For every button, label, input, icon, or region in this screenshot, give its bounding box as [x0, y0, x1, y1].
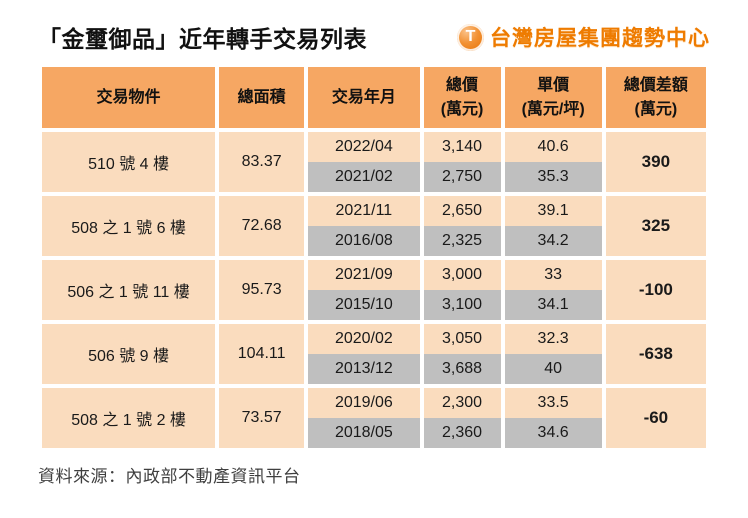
date-cell: 2022/04 — [304, 128, 424, 162]
total-price-cell: 2,325 — [419, 226, 505, 260]
date-cell: 2021/09 — [304, 256, 424, 290]
price-diff-cell: 390 — [601, 128, 711, 196]
unit-price-cell: 34.6 — [500, 418, 606, 452]
unit-price-cell: 39.1 — [500, 192, 606, 226]
area-cell: 73.57 — [215, 384, 309, 452]
property-cell: 508 之 1 號 2 樓 — [37, 384, 220, 452]
table-header-row: 交易物件 總面積 交易年月 總價 (萬元) 單價 (萬元/坪) 總價差額 (萬元) — [37, 63, 711, 132]
table-row: 2021/02 2,750 35.3 — [40, 162, 708, 196]
property-cell: 508 之 1 號 6 樓 — [37, 192, 220, 260]
date-cell: 2016/08 — [304, 226, 424, 260]
date-cell: 2013/12 — [304, 354, 424, 388]
property-cell: 506 之 1 號 11 樓 — [37, 256, 220, 324]
total-price-cell: 2,300 — [419, 384, 505, 418]
property-cell: 506 號 9 樓 — [37, 320, 220, 388]
unit-price-cell: 32.3 — [500, 320, 606, 354]
date-cell: 2015/10 — [304, 290, 424, 324]
col-header-unit-price: 單價 (萬元/坪) — [500, 63, 606, 132]
col-header-area: 總面積 — [215, 63, 309, 132]
price-diff-cell: -100 — [601, 256, 711, 324]
date-cell: 2019/06 — [304, 384, 424, 418]
price-diff-cell: -638 — [601, 320, 711, 388]
table-row: 2015/10 3,100 34.1 — [40, 290, 708, 324]
data-source-note: 資料來源：內政部不動產資訊平台 — [38, 467, 301, 486]
taiwan-housing-logo-icon: T — [457, 23, 484, 51]
col-header-date: 交易年月 — [304, 63, 424, 132]
unit-price-cell: 40.6 — [500, 128, 606, 162]
total-price-cell: 3,000 — [419, 256, 505, 290]
col-header-object: 交易物件 — [37, 63, 220, 132]
page-title: 「金璽御品」近年轉手交易列表 — [38, 26, 367, 52]
table-row: 508 之 1 號 2 樓 73.57 2019/06 2,300 33.5 -… — [37, 384, 711, 452]
unit-price-cell: 34.2 — [500, 226, 606, 260]
brand-name: 台灣房屋集團趨勢中心 — [490, 27, 710, 50]
date-cell: 2021/11 — [304, 192, 424, 226]
area-cell: 104.11 — [215, 320, 309, 388]
unit-price-cell: 35.3 — [500, 162, 606, 196]
total-price-cell: 3,050 — [419, 320, 505, 354]
table-row: 506 號 9 樓 104.11 2020/02 3,050 32.3 -638 — [37, 320, 711, 388]
date-cell: 2018/05 — [304, 418, 424, 452]
total-price-cell: 2,360 — [419, 418, 505, 452]
brand-logo: T 台灣房屋集團趨勢中心 — [457, 22, 710, 52]
date-cell: 2021/02 — [304, 162, 424, 196]
total-price-cell: 2,650 — [419, 192, 505, 226]
property-cell: 510 號 4 樓 — [37, 128, 220, 196]
transactions-table: 交易物件 總面積 交易年月 總價 (萬元) 單價 (萬元/坪) 總價差額 (萬元) 5… — [37, 63, 711, 452]
area-cell: 95.73 — [215, 256, 309, 324]
price-diff-cell: 325 — [601, 192, 711, 260]
col-header-price-diff: 總價差額 (萬元) — [601, 63, 711, 132]
total-price-cell: 3,688 — [419, 354, 505, 388]
date-cell: 2020/02 — [304, 320, 424, 354]
header-bar: 「金璽御品」近年轉手交易列表 T 台灣房屋集團趨勢中心 — [0, 0, 748, 63]
unit-price-cell: 40 — [500, 354, 606, 388]
table-row: 508 之 1 號 6 樓 72.68 2021/11 2,650 39.1 3… — [37, 192, 711, 260]
table-row: 2013/12 3,688 40 — [40, 354, 708, 388]
total-price-cell: 3,100 — [419, 290, 505, 324]
area-cell: 72.68 — [215, 192, 309, 260]
table-container: 交易物件 總面積 交易年月 總價 (萬元) 單價 (萬元/坪) 總價差額 (萬元) 5… — [0, 63, 748, 452]
unit-price-cell: 34.1 — [500, 290, 606, 324]
unit-price-cell: 33.5 — [500, 384, 606, 418]
table-row: 510 號 4 樓 83.37 2022/04 3,140 40.6 390 — [37, 128, 711, 196]
table-row: 506 之 1 號 11 樓 95.73 2021/09 3,000 33 -1… — [37, 256, 711, 324]
col-header-total-price: 總價 (萬元) — [419, 63, 505, 132]
unit-price-cell: 33 — [500, 256, 606, 290]
table-row: 2016/08 2,325 34.2 — [40, 226, 708, 260]
area-cell: 83.37 — [215, 128, 309, 196]
total-price-cell: 3,140 — [419, 128, 505, 162]
table-row: 2018/05 2,360 34.6 — [40, 418, 708, 452]
price-diff-cell: -60 — [601, 384, 711, 452]
total-price-cell: 2,750 — [419, 162, 505, 196]
